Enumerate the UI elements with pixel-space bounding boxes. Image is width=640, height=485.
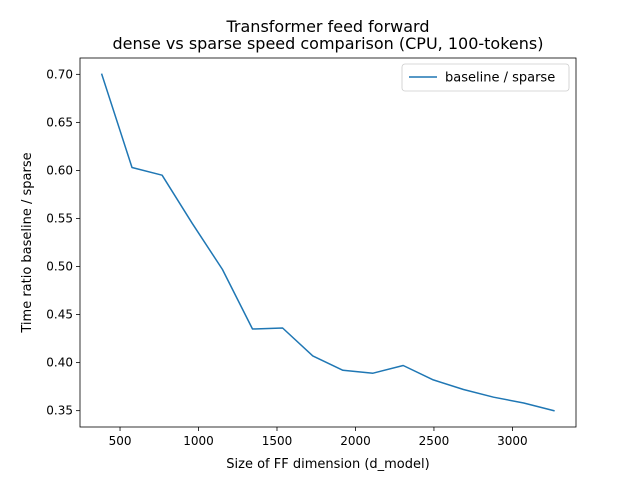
- y-tick-label: 0.55: [46, 211, 73, 225]
- chart-subtitle: dense vs sparse speed comparison (CPU, 1…: [113, 34, 544, 53]
- x-tick-label: 1000: [183, 434, 214, 448]
- y-tick-label: 0.65: [46, 115, 73, 129]
- legend: baseline / sparse: [402, 64, 569, 91]
- y-tick-label: 0.35: [46, 404, 73, 418]
- x-tick-label: 2500: [419, 434, 450, 448]
- x-tick-label: 3000: [497, 434, 528, 448]
- x-tick-label: 2000: [340, 434, 371, 448]
- y-tick-label: 0.45: [46, 308, 73, 322]
- legend-label: baseline / sparse: [445, 71, 555, 86]
- y-tick-label: 0.70: [46, 67, 73, 81]
- y-tick-label: 0.40: [46, 356, 73, 370]
- y-tick-label: 0.60: [46, 163, 73, 177]
- y-axis-label: Time ratio baseline / sparse: [20, 152, 35, 333]
- x-axis-label: Size of FF dimension (d_model): [226, 457, 429, 472]
- x-tick-label: 500: [109, 434, 132, 448]
- x-tick-label: 1500: [262, 434, 293, 448]
- y-tick-label: 0.50: [46, 260, 73, 274]
